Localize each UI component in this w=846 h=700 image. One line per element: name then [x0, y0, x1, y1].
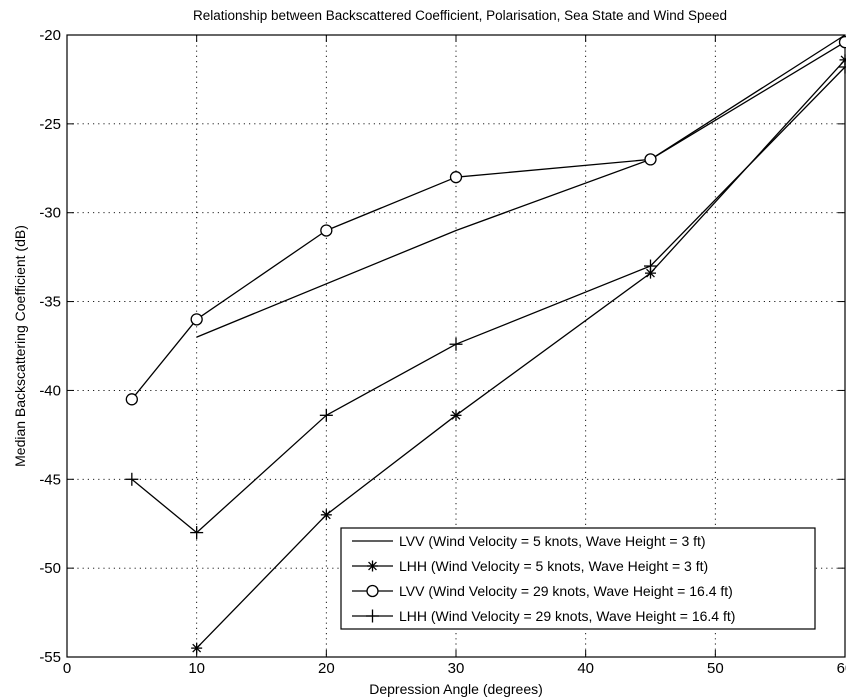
- plus-marker: [644, 259, 657, 273]
- legend-label: LHH (Wind Velocity = 29 knots, Wave Heig…: [399, 608, 735, 624]
- legend-item-3: LVV (Wind Velocity = 29 knots, Wave Heig…: [352, 583, 733, 599]
- series-1: [196, 34, 846, 338]
- plus-marker: [838, 60, 846, 74]
- legend-item-4: LHH (Wind Velocity = 29 knots, Wave Heig…: [352, 608, 735, 624]
- series-line: [131, 66, 846, 534]
- y-tick-label: -35: [39, 294, 61, 311]
- asterisk-marker-stroke: [840, 57, 846, 65]
- asterisk-marker-stroke: [646, 268, 655, 278]
- series-line: [131, 41, 846, 400]
- circle-marker: [190, 313, 203, 326]
- asterisk-marker-stroke: [368, 561, 377, 571]
- y-tick-label: -20: [39, 27, 61, 44]
- plus-marker: [366, 609, 379, 623]
- chart-title: Relationship between Backscattered Coeff…: [193, 8, 727, 23]
- plus-marker: [190, 526, 204, 540]
- circle-marker: [838, 35, 846, 49]
- asterisk-marker-stroke: [192, 643, 202, 653]
- series-2: [191, 54, 846, 654]
- series-line: [196, 34, 846, 338]
- circle-marker: [125, 393, 138, 406]
- x-axis-title: Depression Angle (degrees): [369, 681, 543, 697]
- y-tick-label: -55: [39, 649, 61, 666]
- x-tick-label: 30: [448, 660, 465, 677]
- y-tick-label: -25: [39, 116, 61, 133]
- y-tick-label: -45: [39, 471, 61, 488]
- series-layer: [125, 34, 846, 654]
- axis-ticks: 0 10 20 30 40 50 60 -55 -50 -45 -40 -35 -30 -25 -20: [39, 27, 846, 677]
- x-tick-label: 40: [577, 660, 594, 677]
- asterisk-marker-stroke: [321, 510, 331, 520]
- x-tick-label: 20: [318, 660, 335, 677]
- x-tick-label: 0: [63, 660, 71, 677]
- plus-marker: [125, 472, 139, 486]
- legend-label: LHH (Wind Velocity = 5 knots, Wave Heigh…: [399, 558, 708, 574]
- circle-marker: [320, 224, 333, 237]
- series-4: [125, 60, 846, 540]
- asterisk-marker: [450, 409, 462, 421]
- asterisk-marker-stroke: [451, 410, 461, 420]
- asterisk-marker: [191, 642, 203, 654]
- x-tick-label: 60: [837, 660, 846, 677]
- plus-marker: [319, 408, 333, 422]
- legend-box: [340, 527, 816, 630]
- asterisk-marker: [367, 560, 378, 572]
- circle-marker: [644, 153, 657, 166]
- legend: LVV (Wind Velocity = 5 knots, Wave Heigh…: [340, 527, 816, 630]
- legend-label: LVV (Wind Velocity = 5 knots, Wave Heigh…: [399, 533, 706, 549]
- circle-marker: [449, 171, 463, 184]
- y-tick-label: -50: [39, 560, 61, 577]
- x-tick-label: 50: [707, 660, 724, 677]
- legend-item-1: LVV (Wind Velocity = 5 knots, Wave Heigh…: [352, 533, 706, 549]
- x-tick-label: 10: [188, 660, 205, 677]
- y-axis-title: Median Backscattering Coefficient (dB): [12, 225, 28, 467]
- y-tick-label: -40: [39, 382, 61, 399]
- circle-marker: [366, 584, 379, 598]
- series-3: [125, 35, 846, 406]
- legend-item-2: LHH (Wind Velocity = 5 knots, Wave Heigh…: [352, 558, 708, 574]
- legend-label: LVV (Wind Velocity = 29 knots, Wave Heig…: [399, 583, 733, 599]
- y-tick-label: -30: [39, 205, 61, 222]
- asterisk-marker: [320, 509, 332, 521]
- plus-marker: [449, 337, 463, 351]
